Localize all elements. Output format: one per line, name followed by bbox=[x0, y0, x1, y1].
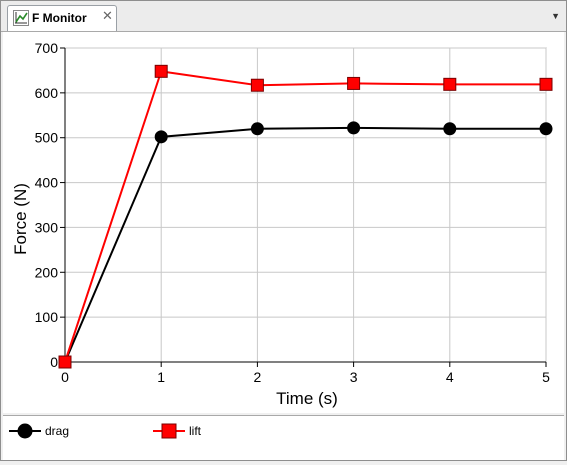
x-tick-label: 0 bbox=[61, 369, 69, 385]
tab-bar: F Monitor ✕ ▼ bbox=[1, 1, 566, 32]
data-point-drag bbox=[250, 122, 264, 136]
y-tick-label: 200 bbox=[35, 264, 59, 280]
data-point-lift bbox=[443, 77, 457, 91]
legend-item-lift: lift bbox=[153, 423, 202, 439]
data-point-lift bbox=[250, 78, 264, 92]
y-tick-label: 0 bbox=[50, 354, 58, 370]
x-tick-label: 5 bbox=[542, 369, 550, 385]
y-tick-label: 400 bbox=[35, 175, 59, 191]
y-tick-label: 100 bbox=[35, 309, 59, 325]
data-point-lift bbox=[58, 355, 72, 369]
chart-icon bbox=[13, 10, 29, 26]
x-tick-label: 3 bbox=[350, 369, 358, 385]
grid bbox=[64, 47, 547, 363]
data-point-lift bbox=[154, 64, 168, 78]
data-point-lift bbox=[347, 76, 361, 90]
data-point-drag bbox=[443, 122, 457, 136]
y-tick-label: 700 bbox=[35, 40, 59, 56]
y-tick-label: 600 bbox=[35, 85, 59, 101]
force-chart: 0 1 2 3 4 5 0 100 200 300 400 500 600 700 Time (s) Fo… bbox=[11, 40, 553, 408]
data-point-drag bbox=[347, 121, 361, 135]
chevron-down-icon[interactable]: ▼ bbox=[551, 11, 560, 21]
x-tick-label: 4 bbox=[446, 369, 454, 385]
series-line-lift bbox=[64, 70, 546, 363]
x-tick-label: 1 bbox=[157, 369, 165, 385]
y-axis-label: Force (N) bbox=[11, 183, 30, 255]
y-tick-label: 500 bbox=[35, 130, 59, 146]
x-axis-label: Time (s) bbox=[276, 389, 338, 408]
tab-f-monitor[interactable]: F Monitor ✕ bbox=[7, 5, 117, 31]
data-point-drag bbox=[154, 130, 168, 144]
plot-area: 0 1 2 3 4 5 0 100 200 300 400 500 600 700 Time (s) Fo… bbox=[3, 32, 564, 413]
legend-svg: drag lift bbox=[9, 423, 202, 439]
plot-frame bbox=[64, 47, 547, 363]
series-layer bbox=[58, 64, 553, 369]
legend-item-drag: drag bbox=[9, 423, 69, 439]
series-line-drag bbox=[64, 126, 546, 363]
legend-label-lift: lift bbox=[189, 424, 202, 438]
y-tick-label: 300 bbox=[35, 219, 59, 235]
legend-marker-lift bbox=[161, 423, 177, 439]
legend-label-drag: drag bbox=[45, 424, 69, 438]
data-point-drag bbox=[539, 122, 553, 136]
close-icon[interactable]: ✕ bbox=[102, 8, 113, 23]
legend: drag lift bbox=[3, 415, 564, 460]
axes: 0 1 2 3 4 5 0 100 200 300 400 500 600 700 bbox=[35, 40, 550, 385]
legend-marker-drag bbox=[17, 423, 33, 439]
x-tick-label: 2 bbox=[254, 369, 262, 385]
tab-title: F Monitor bbox=[32, 11, 87, 25]
data-point-lift bbox=[539, 77, 553, 91]
